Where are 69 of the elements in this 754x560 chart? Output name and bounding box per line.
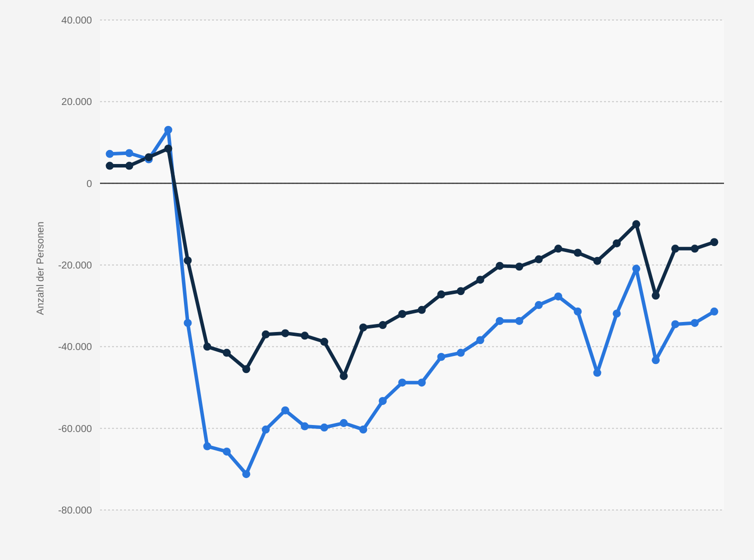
point	[593, 256, 602, 265]
point	[281, 406, 290, 414]
point	[398, 378, 406, 387]
point	[574, 308, 582, 316]
point	[320, 424, 328, 432]
point	[184, 256, 192, 265]
point	[340, 372, 348, 380]
point	[281, 329, 290, 338]
point	[574, 248, 582, 257]
point	[203, 442, 212, 450]
point	[164, 144, 172, 153]
point	[222, 348, 231, 357]
point	[632, 220, 640, 228]
point	[320, 338, 328, 346]
point	[203, 342, 212, 351]
point	[534, 301, 543, 310]
point	[671, 320, 680, 328]
point	[710, 308, 718, 316]
point	[515, 262, 524, 271]
point	[222, 448, 231, 456]
point	[340, 419, 348, 428]
point	[534, 255, 543, 264]
point	[242, 365, 250, 374]
point	[456, 287, 465, 296]
y-tick-label: 40.000	[61, 16, 92, 27]
y-tick-label: -80.000	[58, 506, 92, 517]
point	[554, 244, 562, 253]
y-tick-label: -60.000	[58, 424, 92, 435]
point	[106, 150, 114, 158]
point	[476, 276, 484, 284]
point	[262, 330, 270, 338]
point	[496, 262, 504, 270]
point	[398, 310, 406, 318]
y-tick-label: 0	[86, 178, 92, 190]
point	[437, 290, 446, 298]
point	[184, 318, 192, 327]
y-axis-title: Anzahl der Personen	[36, 222, 47, 315]
point	[632, 264, 640, 273]
point	[554, 292, 562, 300]
point	[690, 244, 699, 253]
point	[125, 149, 134, 158]
point	[262, 426, 270, 434]
point	[652, 356, 660, 364]
point	[300, 422, 309, 430]
point	[418, 306, 426, 314]
point	[612, 239, 621, 248]
y-tick-label: -20.000	[58, 260, 92, 272]
point	[456, 348, 465, 357]
point	[496, 316, 504, 325]
point	[515, 316, 524, 325]
point	[476, 336, 484, 344]
point	[125, 162, 134, 170]
point	[359, 426, 368, 434]
point	[690, 318, 699, 327]
point	[242, 470, 250, 478]
point	[437, 352, 446, 361]
point	[378, 396, 387, 405]
point	[710, 238, 718, 246]
point	[612, 310, 621, 318]
point	[359, 323, 368, 332]
point	[378, 321, 387, 330]
point	[164, 126, 172, 134]
y-tick-label: -40.000	[58, 342, 92, 354]
point	[106, 162, 114, 170]
point	[652, 292, 660, 300]
y-tick-label: 20.000	[61, 97, 92, 108]
point	[418, 378, 426, 387]
point	[300, 332, 309, 340]
point	[671, 244, 680, 253]
